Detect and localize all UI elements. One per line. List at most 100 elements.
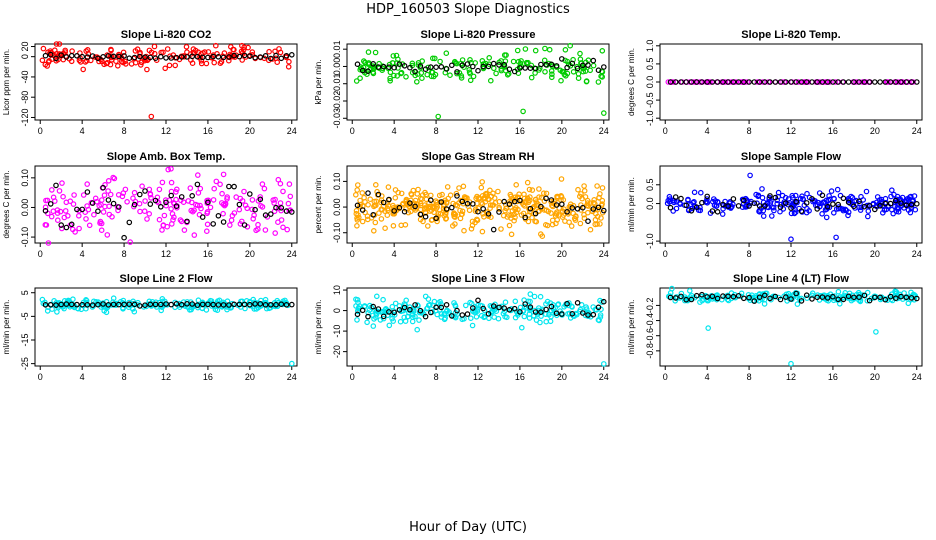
data-point (558, 176, 565, 182)
y-tick-label: -1.0 (645, 110, 655, 126)
data-point (794, 301, 801, 307)
data-point (503, 205, 510, 212)
overlay-point (396, 204, 403, 211)
data-point (487, 187, 493, 194)
data-point (459, 208, 466, 215)
data-point (907, 209, 914, 216)
data-point (484, 191, 490, 198)
data-point (891, 191, 897, 198)
overlay-point (84, 301, 91, 308)
data-point (391, 72, 397, 79)
data-point (207, 204, 214, 211)
overlay-point (887, 200, 894, 207)
overlay-point (231, 52, 237, 59)
overlay-point (511, 198, 518, 205)
overlay-point (866, 297, 873, 304)
overlay-points (667, 290, 920, 304)
overlay-point (448, 313, 455, 319)
overlay-point (158, 53, 164, 60)
data-point (96, 202, 103, 209)
data-point (185, 198, 192, 204)
data-point (286, 58, 292, 65)
data-point (491, 195, 498, 201)
overlay-point (74, 206, 80, 213)
data-point (537, 293, 544, 300)
data-point (115, 63, 121, 69)
overlay-point (809, 296, 815, 302)
overlay-point (365, 190, 371, 196)
data-point (82, 59, 89, 65)
overlay-point (892, 79, 899, 85)
data-point (159, 295, 166, 302)
data-point (71, 192, 77, 198)
overlay-point (845, 199, 852, 206)
data-point (884, 297, 891, 304)
x-tick-label: 20 (557, 249, 567, 259)
overlay-point (95, 55, 101, 62)
y-tick-label: 0.10 (20, 169, 30, 187)
data-point (864, 289, 871, 296)
data-point (479, 179, 486, 185)
x-tick-label: 12 (786, 372, 796, 382)
x-tick-label: 0 (38, 249, 43, 259)
overlay-point (501, 61, 508, 68)
data-point (228, 217, 235, 224)
overlay-point (553, 202, 560, 208)
data-point (402, 318, 409, 324)
overlay-point (845, 293, 852, 300)
x-tick-label: 20 (870, 372, 880, 382)
data-point (526, 212, 532, 218)
overlay-point (877, 294, 883, 301)
data-point (382, 225, 388, 232)
overlay-point (262, 301, 269, 308)
overlay-point (194, 302, 201, 308)
data-point (171, 214, 177, 221)
y-tick-label: 0.0 (645, 197, 655, 210)
overlay-point (699, 291, 705, 298)
data-point (92, 195, 99, 202)
overlay-point (553, 310, 560, 317)
overlay-point (247, 191, 253, 197)
data-point (249, 206, 255, 213)
data-point (70, 296, 76, 303)
data-point (424, 305, 430, 312)
overlay-point (194, 181, 201, 188)
data-point (685, 197, 691, 204)
data-point (460, 183, 467, 190)
data-point (210, 197, 217, 203)
x-tick-label: 12 (786, 126, 796, 136)
data-point (591, 197, 598, 203)
overlay-point (898, 293, 904, 300)
series-points (665, 285, 919, 367)
overlay-point (861, 79, 868, 85)
overlay-point (683, 79, 690, 85)
data-point (370, 228, 377, 234)
data-point (84, 203, 90, 209)
data-point (535, 305, 542, 311)
data-point (532, 218, 538, 225)
data-point (70, 226, 76, 233)
y-tick-label: -20 (332, 345, 342, 358)
panel-title: Slope Amb. Box Temp. (107, 151, 226, 163)
data-point (385, 184, 392, 190)
overlay-point (761, 79, 768, 85)
data-point (103, 309, 110, 316)
x-tick-label: 16 (828, 372, 838, 382)
data-point (501, 52, 508, 58)
x-tick-label: 20 (245, 126, 255, 136)
data-point (467, 315, 474, 322)
overlay-point (454, 193, 460, 199)
data-point (62, 208, 69, 214)
data-point (487, 302, 494, 309)
data-point (54, 217, 61, 224)
overlay-point (714, 79, 721, 85)
overlay-point (480, 305, 487, 312)
overlay-point (772, 79, 779, 85)
data-point (226, 57, 232, 64)
data-point (441, 316, 448, 323)
overlay-point (767, 79, 773, 85)
data-point (712, 198, 719, 204)
overlay-point (95, 208, 101, 215)
overlay-point (147, 201, 154, 207)
panel-4: Slope Amb. Box Temp. 0 4 8 12 16 20 24 -0.10 0.00… (2, 151, 298, 259)
